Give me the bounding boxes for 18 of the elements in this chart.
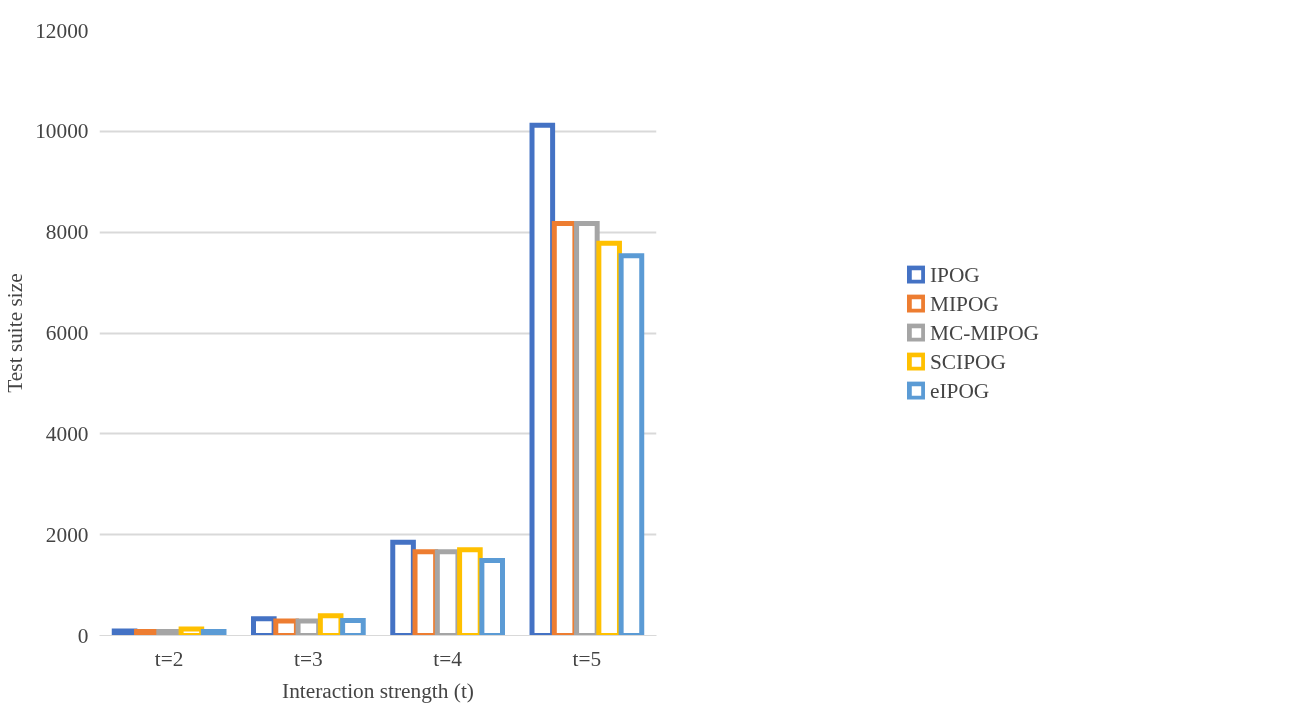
x-tick-label: t=5 <box>572 646 602 671</box>
y-tick-label: 6000 <box>45 321 89 345</box>
x-tick-label: t=3 <box>294 646 323 671</box>
legend-label: MC-MIPOG <box>929 320 1040 345</box>
x-axis-title: Interaction strength (t) <box>282 678 474 703</box>
y-tick-label: 0 <box>77 623 89 648</box>
x-tick-label: t=4 <box>433 646 463 671</box>
legend-label: MIPOG <box>929 291 999 316</box>
y-tick-label: 4000 <box>45 421 89 446</box>
y-tick-label: 10000 <box>35 119 89 144</box>
y-axis-title: Test suite size <box>3 273 28 393</box>
legend-label: SCIPOG <box>929 349 1006 374</box>
x-tick-label: t=2 <box>154 646 184 671</box>
y-tick-label: 12000 <box>35 18 89 43</box>
y-tick-label: 2000 <box>45 522 89 547</box>
y-tick-label: 8000 <box>45 220 89 245</box>
legend-label: eIPOG <box>929 378 990 403</box>
legend-label: IPOG <box>929 262 980 287</box>
